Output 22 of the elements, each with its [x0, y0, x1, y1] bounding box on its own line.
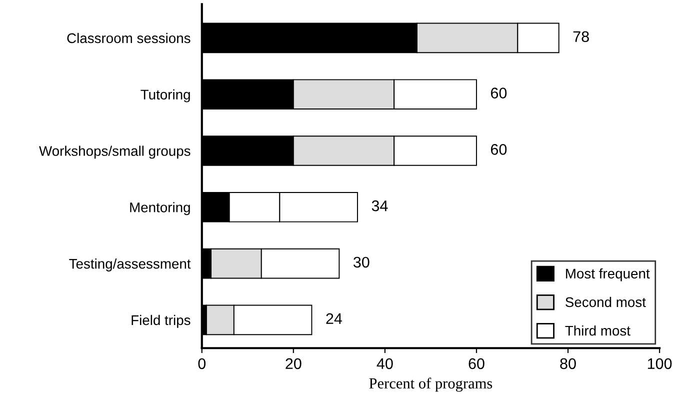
x-tick-label: 20	[286, 358, 302, 370]
x-tick-label: 60	[468, 358, 484, 370]
x-tick-label: 100	[648, 358, 672, 370]
total-label: 34	[372, 200, 388, 212]
total-label: 24	[326, 313, 342, 324]
y-tick-label: Tutoring	[140, 89, 190, 102]
y-tick-label: Classroom sessions	[67, 32, 190, 44]
total-label: 60	[490, 88, 507, 98]
legend-label: Most frequent	[566, 268, 650, 282]
legend-label: Second most	[566, 296, 646, 308]
y-tick-label: Workshops/small groups	[39, 146, 190, 159]
total-label: 60	[490, 144, 507, 155]
x-tick-label: 80	[560, 358, 576, 370]
total-label: 30	[354, 256, 370, 268]
y-tick-label: Testing/assessment	[69, 258, 191, 272]
y-tick-label: Field trips	[132, 314, 190, 328]
total-label: 78	[573, 31, 589, 42]
y-tick-label: Mentoring	[130, 202, 190, 216]
x-tick-label: 0	[198, 358, 206, 370]
x-axis-title: Percent of programs	[369, 378, 492, 392]
x-tick-label: 40	[376, 358, 393, 370]
legend-label: Third most	[565, 325, 630, 336]
